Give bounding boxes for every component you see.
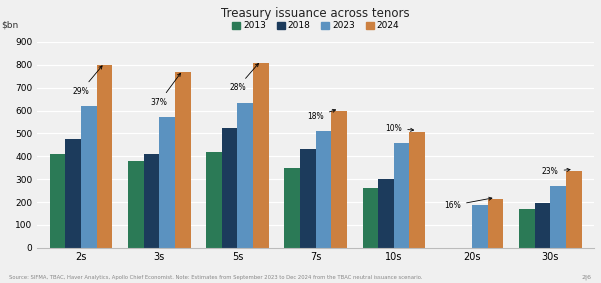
Bar xyxy=(362,188,378,248)
Text: 18%: 18% xyxy=(307,109,335,121)
Bar xyxy=(175,72,191,248)
Bar xyxy=(331,111,347,248)
Bar xyxy=(409,132,425,248)
Bar xyxy=(316,131,331,248)
Bar xyxy=(144,154,159,248)
Text: 37%: 37% xyxy=(151,73,180,107)
Bar xyxy=(66,139,81,248)
Legend: 2013, 2018, 2023, 2024: 2013, 2018, 2023, 2024 xyxy=(228,18,403,34)
Bar xyxy=(81,106,97,248)
Text: $bn: $bn xyxy=(1,21,18,30)
Bar xyxy=(487,199,503,248)
Text: 10%: 10% xyxy=(385,124,413,133)
Text: 2|6: 2|6 xyxy=(582,275,592,280)
Title: Treasury issuance across tenors: Treasury issuance across tenors xyxy=(221,7,410,20)
Bar xyxy=(378,179,394,248)
Bar xyxy=(394,143,409,248)
Text: 16%: 16% xyxy=(444,197,492,210)
Bar xyxy=(472,205,487,248)
Bar xyxy=(551,186,566,248)
Bar xyxy=(97,65,112,248)
Bar xyxy=(284,168,300,248)
Text: 23%: 23% xyxy=(542,167,570,176)
Text: 29%: 29% xyxy=(73,66,102,96)
Bar xyxy=(159,117,175,248)
Text: Source: SIFMA, TBAC, Haver Analytics, Apollo Chief Economist. Note: Estimates fr: Source: SIFMA, TBAC, Haver Analytics, Ap… xyxy=(9,275,423,280)
Bar xyxy=(237,102,253,248)
Text: 28%: 28% xyxy=(229,63,258,92)
Bar xyxy=(566,171,582,248)
Bar xyxy=(535,203,551,248)
Bar xyxy=(128,161,144,248)
Bar xyxy=(222,128,237,248)
Bar xyxy=(50,154,66,248)
Bar xyxy=(206,152,222,248)
Bar xyxy=(253,63,269,248)
Bar xyxy=(300,149,316,248)
Bar xyxy=(519,209,535,248)
